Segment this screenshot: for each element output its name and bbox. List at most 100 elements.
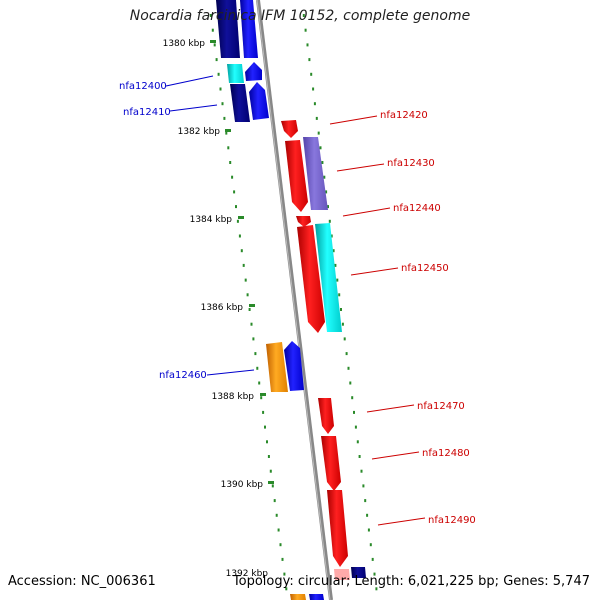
right-dotted-track-dot xyxy=(332,249,335,253)
right-dotted-track-dot xyxy=(375,587,378,591)
right-dotted-track-dot xyxy=(334,263,337,267)
right-dotted-track-dot xyxy=(366,513,369,517)
right-dotted-track-dot xyxy=(323,175,326,179)
left-dotted-track-dot xyxy=(240,249,243,253)
left-dotted-track-dot xyxy=(277,528,280,532)
right-dotted-track-dot xyxy=(347,366,350,370)
gene-arrow-red-nfa12420[interactable] xyxy=(281,120,298,138)
leader-nfa12400 xyxy=(165,75,214,87)
gene-label-nfa12410[interactable]: nfa12410 xyxy=(123,107,171,118)
gene-arrow-blue-nfa12460[interactable] xyxy=(284,341,304,391)
gene-block-cyan-nfa12400[interactable] xyxy=(227,64,244,83)
gene-labels: nfa12400 nfa12410 nfa12420 nfa12430 nfa1… xyxy=(119,75,476,526)
gene-arrow-red-nfa12450[interactable] xyxy=(297,225,325,333)
right-dotted-track-dot xyxy=(371,557,374,561)
gene-arrow-red-nfa12470[interactable] xyxy=(318,398,334,434)
left-dotted-track-dot xyxy=(223,116,226,120)
left-dotted-track-dot xyxy=(258,381,261,385)
left-dotted-track-dot xyxy=(285,587,288,591)
leader-nfa12410 xyxy=(169,104,218,112)
right-dotted-track-dot xyxy=(351,396,354,400)
gene-arrow-blue-nfa12410[interactable] xyxy=(249,82,269,120)
tick-label-1382: 1382 kbp xyxy=(178,127,221,137)
gene-label-nfa12400[interactable]: nfa12400 xyxy=(119,81,167,92)
left-dotted-track-dot xyxy=(260,396,263,400)
kbp-tick-marks xyxy=(210,40,274,484)
genome-title: Nocardia farcinica IFM 10152, complete g… xyxy=(129,8,471,24)
left-dotted-track-dot xyxy=(248,308,251,311)
gene-block-blue-top[interactable] xyxy=(240,0,258,58)
gene-arrow-blue-nfa12400[interactable] xyxy=(245,62,262,81)
tick-label-1388: 1388 kbp xyxy=(212,392,255,402)
gene-label-nfa12490[interactable]: nfa12490 xyxy=(428,515,476,526)
gene-block-navy-bottom[interactable] xyxy=(351,567,366,578)
tick-label-1386: 1386 kbp xyxy=(201,303,244,313)
gene-arrow-red-nfa12430[interactable] xyxy=(285,140,308,212)
left-dotted-track-dot xyxy=(242,263,245,267)
leader-nfa12420 xyxy=(329,115,378,125)
gene-arrow-red-nfa12480[interactable] xyxy=(321,436,341,491)
gene-label-nfa12430[interactable]: nfa12430 xyxy=(387,158,435,169)
right-dotted-track-dot xyxy=(338,293,341,297)
right-dotted-track-dot xyxy=(343,337,346,341)
genome-backbone xyxy=(256,0,333,600)
gene-block-pink-bottom[interactable] xyxy=(334,569,350,580)
right-dotted-track-dot xyxy=(310,72,313,76)
left-dotted-track-dot xyxy=(213,43,216,47)
gene-label-nfa12470[interactable]: nfa12470 xyxy=(417,401,465,412)
left-dotted-track-dot xyxy=(262,410,265,414)
gene-cluster-middle xyxy=(281,120,342,333)
left-dotted-track-dot xyxy=(275,513,278,517)
right-dotted-track-dot xyxy=(328,219,331,223)
right-dotted-track-dot xyxy=(308,58,311,62)
gene-block-blue-bottom[interactable] xyxy=(309,594,324,600)
left-dotted-track-dot xyxy=(211,28,214,32)
left-dotted-track-dot xyxy=(271,484,274,488)
summary-separator: ; xyxy=(494,574,504,589)
gene-arrow-red-nfa12490[interactable] xyxy=(327,490,348,567)
leader-nfa12490 xyxy=(377,517,426,526)
length-text: Length: 6,021,225 bp xyxy=(354,574,495,589)
gene-block-navy-nfa12410[interactable] xyxy=(230,84,250,122)
right-dotted-track-dot xyxy=(362,484,365,488)
summary-separator: ; xyxy=(346,574,355,589)
left-dotted-track-dot xyxy=(267,455,270,458)
right-dotted-track-dot xyxy=(373,572,376,576)
tick-mark-1386 xyxy=(249,304,255,307)
left-dotted-track-dot xyxy=(219,87,222,91)
gene-arrow-red-nfa12440[interactable] xyxy=(296,216,311,227)
left-dotted-track-dot xyxy=(273,499,276,503)
tick-mark-1384 xyxy=(238,216,244,219)
right-dotted-track-dot xyxy=(367,528,370,532)
gene-block-purple-nfa12430[interactable] xyxy=(303,137,328,210)
gene-block-orange-nfa12460[interactable] xyxy=(266,342,288,392)
right-dotted-track-dot xyxy=(345,352,348,356)
left-dotted-track-dot xyxy=(233,190,236,194)
right-dotted-track-dot xyxy=(321,161,324,164)
right-dotted-track-dot xyxy=(341,322,344,326)
gene-label-nfa12450[interactable]: nfa12450 xyxy=(401,263,449,274)
left-dotted-track-dot xyxy=(244,278,247,282)
right-dotted-track-dot xyxy=(304,28,307,32)
gene-label-nfa12420[interactable]: nfa12420 xyxy=(380,110,428,121)
tick-label-1384: 1384 kbp xyxy=(190,215,233,225)
left-dotted-track-dot xyxy=(264,425,266,429)
left-dotted-track-dot xyxy=(227,146,230,150)
leader-nfa12440 xyxy=(342,207,391,217)
genes-count-text: Genes: 5,747 xyxy=(503,574,590,589)
left-dotted-track-dot xyxy=(217,72,220,76)
tick-label-1380: 1380 kbp xyxy=(163,39,206,49)
gene-label-nfa12440[interactable]: nfa12440 xyxy=(393,203,441,214)
gene-label-nfa12480[interactable]: nfa12480 xyxy=(422,448,470,459)
leader-nfa12460 xyxy=(206,369,255,376)
gene-block-navy-top[interactable] xyxy=(216,0,240,58)
right-dotted-track-dot xyxy=(349,381,352,385)
gene-label-nfa12460[interactable]: nfa12460 xyxy=(159,370,207,381)
gene-block-orange-bottom[interactable] xyxy=(290,594,306,600)
right-dotted-track-dot xyxy=(360,469,363,473)
gene-block-cyan-nfa12450[interactable] xyxy=(315,223,342,332)
left-dotted-track-dot xyxy=(221,102,224,106)
accession-text: Accession: NC_006361 xyxy=(8,574,156,589)
left-dotted-track-dot xyxy=(252,337,255,341)
